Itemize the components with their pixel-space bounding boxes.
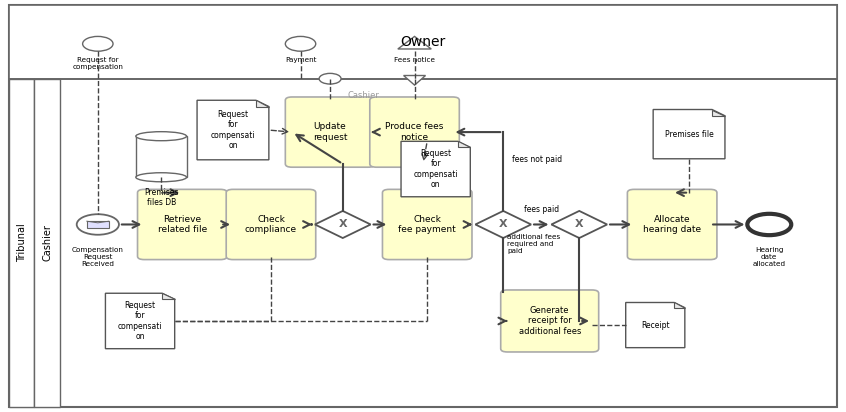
Polygon shape — [197, 100, 269, 160]
Circle shape — [747, 214, 791, 235]
Text: Tribunal: Tribunal — [17, 224, 27, 262]
Text: Payment: Payment — [285, 57, 316, 63]
Polygon shape — [626, 302, 684, 348]
Text: X: X — [575, 220, 584, 229]
Bar — [9, 5, 837, 79]
Text: Retrieve
related file: Retrieve related file — [157, 215, 207, 234]
Text: X: X — [499, 220, 508, 229]
Text: Premises
files DB: Premises files DB — [144, 187, 179, 207]
Text: Generate
receipt for
additional fees: Generate receipt for additional fees — [519, 306, 581, 336]
Polygon shape — [653, 110, 725, 159]
Text: Owner: Owner — [400, 35, 446, 49]
Bar — [136, 136, 186, 177]
FancyBboxPatch shape — [285, 97, 375, 167]
Bar — [87, 221, 109, 228]
Text: Update
request: Update request — [313, 122, 348, 142]
Text: Request
for
compensati
on: Request for compensati on — [118, 301, 162, 341]
Text: X: X — [338, 220, 347, 229]
Text: Produce fees
notice: Produce fees notice — [386, 122, 444, 142]
Polygon shape — [404, 75, 426, 85]
Bar — [35, 79, 60, 407]
Text: Compensation
Request
Received: Compensation Request Received — [72, 247, 124, 267]
Polygon shape — [315, 211, 371, 238]
FancyBboxPatch shape — [138, 190, 227, 260]
Text: fees not paid: fees not paid — [512, 155, 562, 164]
Text: Fees notice: Fees notice — [394, 57, 435, 63]
Text: Cashier: Cashier — [42, 225, 52, 261]
Text: Request for
compensation: Request for compensation — [73, 57, 124, 70]
Ellipse shape — [136, 173, 186, 182]
Text: Receipt: Receipt — [641, 321, 669, 330]
Circle shape — [83, 36, 113, 51]
Polygon shape — [458, 141, 470, 147]
FancyBboxPatch shape — [382, 190, 472, 260]
Circle shape — [285, 36, 316, 51]
Text: additional fees
required and
paid: additional fees required and paid — [508, 234, 561, 254]
Polygon shape — [106, 293, 174, 349]
FancyBboxPatch shape — [226, 190, 316, 260]
Polygon shape — [475, 211, 531, 238]
Circle shape — [77, 214, 119, 235]
Text: fees paid: fees paid — [524, 205, 559, 214]
Polygon shape — [162, 293, 174, 299]
Text: Allocate
hearing date: Allocate hearing date — [643, 215, 701, 234]
Text: Premises file: Premises file — [665, 130, 713, 139]
Text: Hearing
date
allocated: Hearing date allocated — [753, 247, 786, 267]
Text: Check
fee payment: Check fee payment — [398, 215, 456, 234]
Polygon shape — [398, 36, 431, 49]
Text: Check
compliance: Check compliance — [244, 215, 297, 234]
FancyBboxPatch shape — [628, 190, 717, 260]
Text: Cashier: Cashier — [348, 91, 380, 100]
Circle shape — [319, 73, 341, 84]
Polygon shape — [712, 110, 725, 116]
Ellipse shape — [136, 132, 186, 141]
Text: Request
for
compensati
on: Request for compensati on — [211, 110, 255, 150]
Polygon shape — [256, 100, 269, 107]
Text: Request
for
compensati
on: Request for compensati on — [414, 149, 458, 189]
FancyBboxPatch shape — [370, 97, 459, 167]
Bar — [9, 79, 35, 407]
Polygon shape — [674, 302, 684, 308]
Polygon shape — [401, 141, 470, 197]
FancyBboxPatch shape — [501, 290, 599, 352]
Polygon shape — [552, 211, 607, 238]
